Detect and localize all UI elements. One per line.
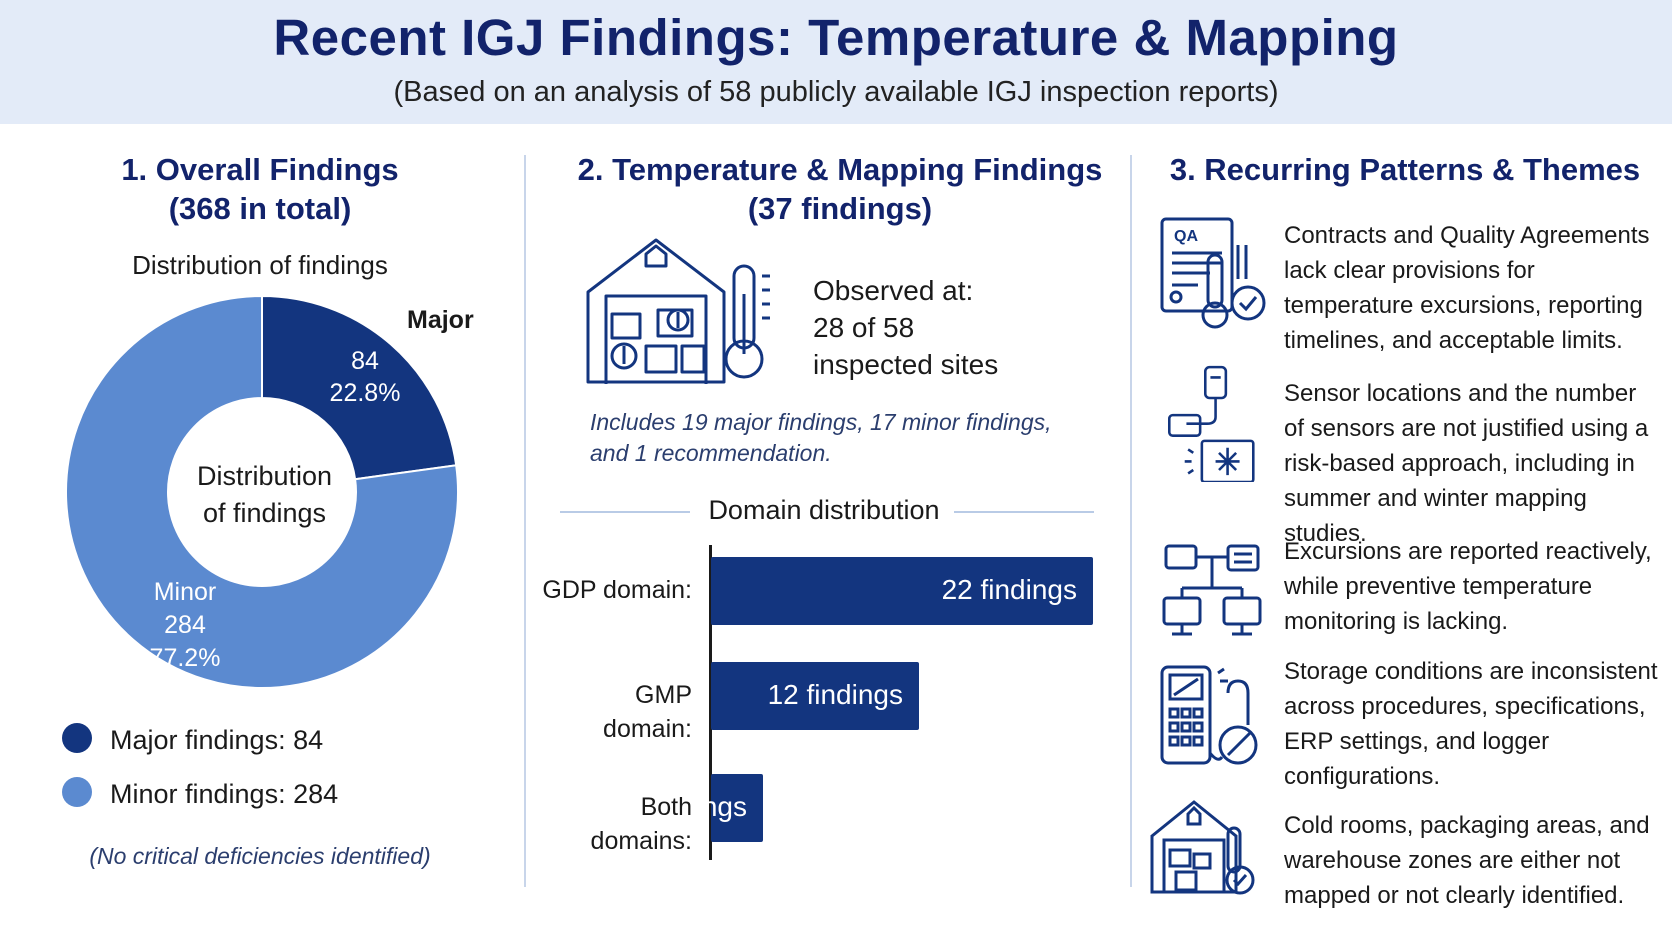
major-slice-label: Major — [407, 306, 474, 334]
page-title: Recent IGJ Findings: Temperature & Mappi… — [273, 9, 1399, 66]
bar-axis-line — [709, 545, 712, 860]
logger-device-icon — [1160, 665, 1258, 765]
page-subtitle: (Based on an analysis of 58 publicly ava… — [393, 76, 1279, 108]
theme-4-text: Storage conditions are inconsistent acro… — [1284, 658, 1658, 790]
section1-title: 1. Overall Findings (368 in total) — [40, 150, 480, 228]
theme-1-text: Contracts and Quality Agreements lack cl… — [1284, 222, 1650, 354]
network-monitors-icon — [1162, 544, 1262, 636]
warehouse-thermometer-icon — [586, 238, 770, 384]
section2-note-line1: Includes 19 major findings, 17 minor fin… — [590, 409, 1052, 435]
observed-at-block: Observed at: 28 of 58 inspected sites — [813, 272, 998, 383]
observed-line3: inspected sites — [813, 349, 999, 380]
observed-line1: Observed at: — [813, 275, 974, 306]
bar-value-label: 12 findings — [767, 679, 903, 710]
bar-category-label: Both domains: — [590, 793, 692, 855]
donut-center-label: Distribution of findings — [177, 458, 352, 532]
minor-value-label: 284 — [164, 611, 206, 639]
bar-value-label: 22 findings — [941, 574, 1077, 605]
bar-3: 3 findings — [627, 774, 763, 842]
donut-chart — [65, 294, 459, 689]
donut-caption: Distribution of findings — [132, 250, 388, 280]
legend-minor-label: Minor findings: 284 — [110, 779, 339, 809]
section2-note: Includes 19 major findings, 17 minor fin… — [590, 407, 1052, 469]
legend-major-swatch — [62, 723, 92, 753]
section1-title-line2: (368 in total) — [168, 191, 352, 226]
theme-5-text: Cold rooms, packaging areas, and warehou… — [1284, 812, 1650, 909]
section2-note-line2: and 1 recommendation. — [590, 440, 832, 466]
section2-title-line2: (37 findings) — [747, 191, 933, 226]
section1-title-line1: 1. Overall Findings — [121, 152, 399, 187]
svg-text:QA: QA — [1174, 228, 1198, 245]
bar-1: 22 findings — [711, 557, 1093, 625]
major-value-label: 84 — [351, 347, 379, 375]
donut-slice-minor — [65, 294, 459, 689]
legend-minor-swatch — [62, 777, 92, 807]
donut-slice-major — [261, 294, 458, 481]
section2-title-line1: 2. Temperature & Mapping Findings — [577, 152, 1103, 187]
critical-note: (No critical deficiencies identified) — [89, 843, 431, 869]
theme-3-text: Excursions are reported reactively, whil… — [1284, 538, 1652, 635]
bar-value-label: 3 findings — [627, 791, 747, 822]
domain-rule-right — [954, 511, 1094, 513]
header-banner: Recent IGJ Findings: Temperature & Mappi… — [0, 0, 1672, 124]
donut-center-line2: of findings — [202, 498, 327, 528]
domain-rule-left — [560, 511, 690, 513]
column-divider — [524, 155, 526, 887]
minor-pct-label: 77.2% — [149, 644, 221, 672]
bar-category-label: GMP domain: — [603, 681, 692, 743]
theme-2-text: Sensor locations and the number of senso… — [1284, 380, 1649, 547]
bar-2: 12 findings — [711, 662, 919, 730]
qa-document-thermometer-icon: QA — [1160, 217, 1266, 329]
donut-center-line1: Distribution — [196, 461, 333, 491]
legend-major-label: Major findings: 84 — [110, 725, 324, 755]
section3-title: 3. Recurring Patterns & Themes — [1169, 152, 1641, 187]
column-divider — [1130, 155, 1132, 887]
sensor-freezer-icon — [1168, 365, 1255, 482]
observed-line2: 28 of 58 — [813, 312, 915, 343]
major-pct-label: 22.8% — [329, 379, 401, 407]
major-slice-data-label: 84 22.8% — [315, 345, 415, 409]
minor-slice-data-label: Minor 284 77.2% — [130, 576, 240, 675]
domain-title: Domain distribution — [708, 495, 940, 525]
section2-title: 2. Temperature & Mapping Findings (37 fi… — [540, 150, 1140, 228]
bar-category-label: GDP domain: — [542, 576, 692, 604]
warehouse-check-icon — [1150, 800, 1255, 895]
minor-name-label: Minor — [153, 578, 217, 606]
